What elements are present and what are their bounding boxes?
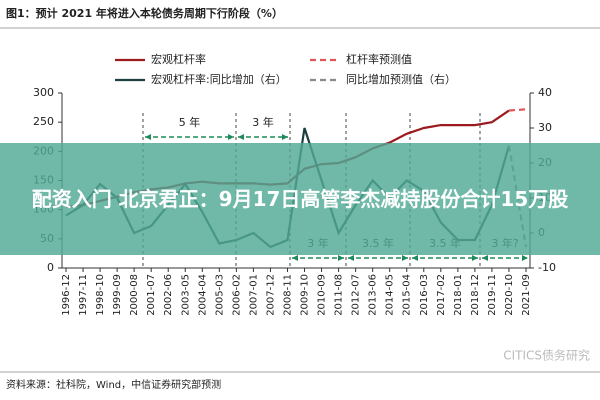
x-tick-label: 2008-11 <box>282 274 293 316</box>
x-tick-label: 2016-03 <box>419 274 430 316</box>
y-tick-label: 250 <box>33 115 54 128</box>
y2-tick-label: 30 <box>538 121 552 134</box>
x-tick-label: 2018-01 <box>453 274 464 316</box>
x-tick-label: 2017-02 <box>436 274 447 316</box>
arrow-head <box>238 134 288 140</box>
x-tick-label: 2002-06 <box>163 274 174 316</box>
x-tick-label: 2007-01 <box>248 274 259 316</box>
x-tick-label: 2004-04 <box>197 274 208 316</box>
x-tick-label: 2014-05 <box>385 274 396 316</box>
arrow-head <box>348 255 408 261</box>
x-tick-label: 2010-09 <box>317 274 328 316</box>
source: 资料来源：社科院，Wind，中信证券研究部预测 <box>6 378 221 391</box>
x-tick-label: 2007-12 <box>265 274 276 316</box>
y-tick-label: 0 <box>47 261 54 274</box>
x-tick-label: 2011-08 <box>334 274 345 316</box>
legend-label: 宏观杠杆率:同比增加（右） <box>151 72 287 86</box>
x-tick-label: 1999-09 <box>112 274 123 316</box>
chart-title: 图1：预计 2021 年将进入本轮债务周期下行阶段（%） <box>6 6 283 20</box>
x-tick-label: 2021-09 <box>521 274 532 316</box>
x-tick-label: 2005-03 <box>214 274 225 316</box>
legend-label: 杠杆率预测值 <box>346 52 412 66</box>
legend-label: 宏观杠杆率 <box>151 52 206 66</box>
x-tick-label: 2020-10 <box>504 274 515 316</box>
x-tick-label: 1996-12 <box>61 274 72 316</box>
x-tick-label: 2013-06 <box>368 274 379 316</box>
banner-text: 配资入门 北京君正：9月17日高管李杰减持股份合计15万股 <box>31 187 569 211</box>
x-tick-label: 2019-11 <box>487 274 498 316</box>
series-line <box>508 108 527 112</box>
arrow-head <box>482 255 528 261</box>
x-tick-label: 2003-05 <box>180 274 191 316</box>
x-tick-label: 2018-12 <box>470 274 481 316</box>
x-tick-label: 2012-07 <box>351 274 362 316</box>
arrow-head <box>292 255 344 261</box>
y-tick-label: 300 <box>33 86 54 99</box>
x-tick-label: 2006-02 <box>231 274 242 316</box>
x-tick-label: 2015-04 <box>402 274 413 316</box>
annotation: 3 年 <box>252 115 274 129</box>
x-tick-label: 2000-08 <box>129 274 140 316</box>
y2-tick-label: 40 <box>538 86 552 99</box>
legend-label: 同比增加预测值（右） <box>346 72 456 86</box>
annotation: 5 年 <box>179 115 201 129</box>
x-tick-label: 1997-11 <box>78 274 89 316</box>
watermark: CITICS债务研究 <box>503 348 590 363</box>
banner: 配资入门 北京君正：9月17日高管李杰减持股份合计15万股 <box>0 143 600 255</box>
x-tick-label: 1998-10 <box>95 274 106 316</box>
y2-tick-label: -10 <box>538 261 556 274</box>
x-tick-label: 2001-07 <box>146 274 157 316</box>
x-tick-label: 2009-10 <box>300 274 311 316</box>
